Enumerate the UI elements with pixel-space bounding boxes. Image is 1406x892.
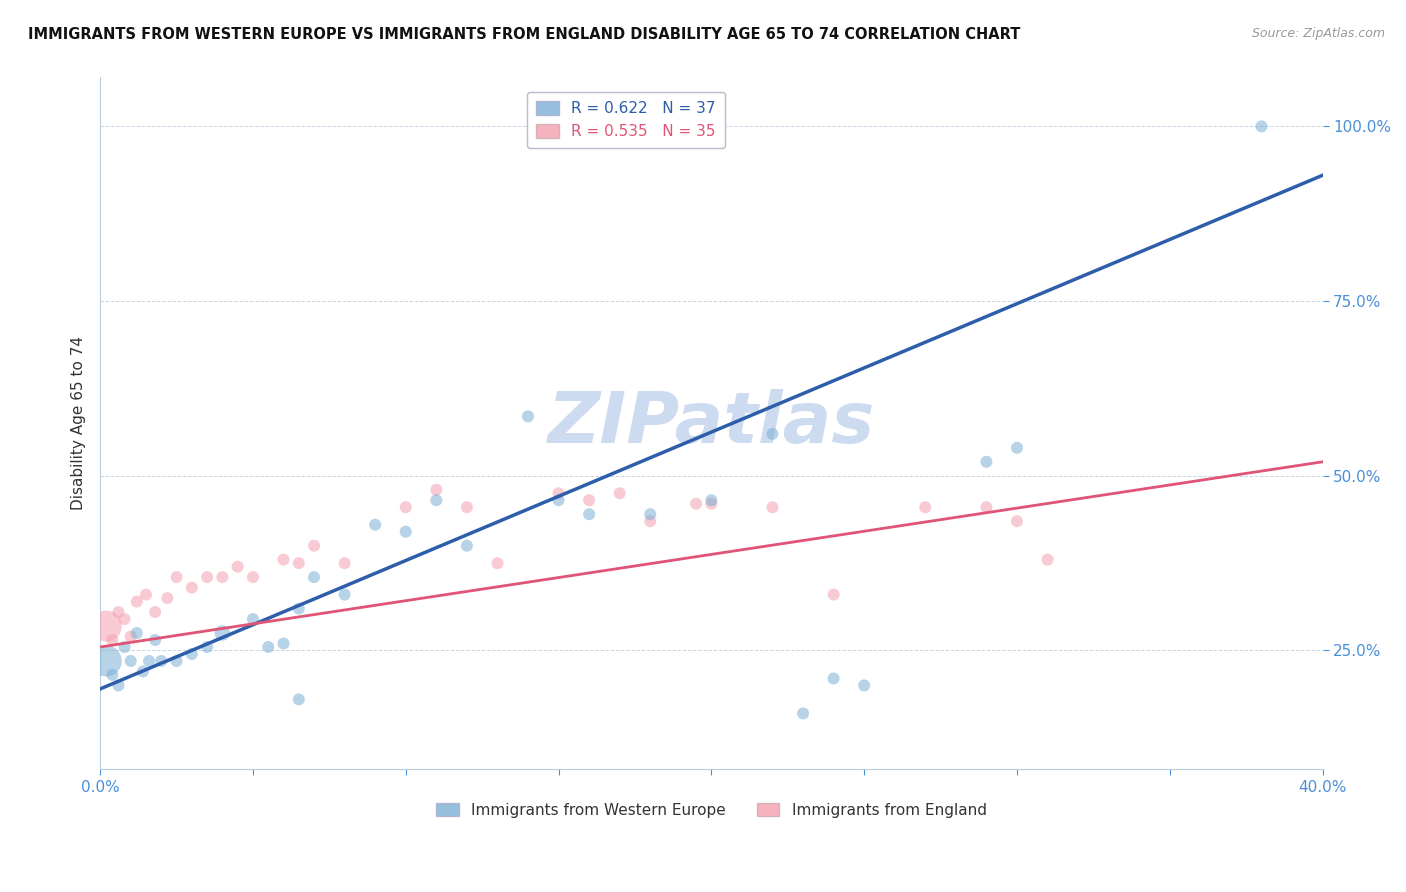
Legend: Immigrants from Western Europe, Immigrants from England: Immigrants from Western Europe, Immigran… (430, 797, 993, 824)
Point (333, 556, 356, 570)
Point (114, 612, 136, 626)
Point (101, 668, 124, 682)
Point (700, 497, 723, 511)
Point (150, 654, 173, 668)
Point (1250, 120, 1272, 134)
Point (156, 591, 179, 605)
Point (120, 654, 142, 668)
Point (364, 517, 387, 532)
Point (302, 539, 325, 553)
Point (226, 559, 249, 574)
Point (166, 654, 188, 668)
Point (211, 570, 233, 584)
Point (120, 630, 142, 644)
Point (143, 605, 166, 619)
Point (195, 640, 218, 654)
Point (976, 455, 998, 469)
Point (456, 539, 478, 553)
Point (288, 556, 311, 570)
Point (761, 500, 783, 515)
Point (1036, 552, 1059, 566)
Point (1005, 514, 1028, 528)
Text: Source: ZipAtlas.com: Source: ZipAtlas.com (1251, 27, 1385, 40)
Point (517, 409, 540, 424)
Point (242, 570, 264, 584)
Point (96, 619, 118, 633)
Point (609, 486, 631, 500)
Point (547, 486, 569, 500)
Point (700, 493, 723, 508)
Point (638, 514, 661, 528)
Point (125, 626, 148, 640)
Text: IMMIGRANTS FROM WESTERN EUROPE VS IMMIGRANTS FROM ENGLAND DISABILITY AGE 65 TO 7: IMMIGRANTS FROM WESTERN EUROPE VS IMMIGR… (28, 27, 1021, 42)
Point (578, 493, 600, 508)
Point (143, 633, 166, 648)
Point (685, 497, 707, 511)
Point (823, 672, 845, 686)
Point (257, 640, 280, 654)
Point (135, 588, 157, 602)
Point (823, 588, 845, 602)
Point (273, 636, 295, 650)
Point (125, 594, 148, 608)
Point (578, 507, 600, 521)
Point (761, 426, 783, 441)
Point (1005, 441, 1028, 455)
Point (211, 626, 233, 640)
Point (96, 654, 118, 668)
Point (853, 678, 876, 692)
Point (288, 601, 311, 615)
Point (180, 581, 202, 595)
Point (425, 493, 447, 508)
Point (792, 706, 814, 721)
Point (101, 633, 124, 648)
Y-axis label: Disability Age 65 to 74: Disability Age 65 to 74 (72, 336, 86, 510)
Point (425, 483, 447, 497)
Point (486, 556, 509, 570)
Point (138, 654, 160, 668)
Point (395, 524, 418, 539)
Point (107, 605, 129, 619)
Text: ZIPatlas: ZIPatlas (548, 389, 875, 458)
Point (333, 588, 356, 602)
Point (114, 640, 136, 654)
Point (180, 647, 202, 661)
Point (288, 692, 311, 706)
Point (914, 500, 936, 515)
Point (132, 665, 155, 679)
Point (638, 507, 661, 521)
Point (395, 500, 418, 515)
Point (242, 612, 264, 626)
Point (976, 500, 998, 515)
Point (166, 570, 188, 584)
Point (456, 500, 478, 515)
Point (547, 493, 569, 508)
Point (195, 570, 218, 584)
Point (302, 570, 325, 584)
Point (273, 552, 295, 566)
Point (107, 678, 129, 692)
